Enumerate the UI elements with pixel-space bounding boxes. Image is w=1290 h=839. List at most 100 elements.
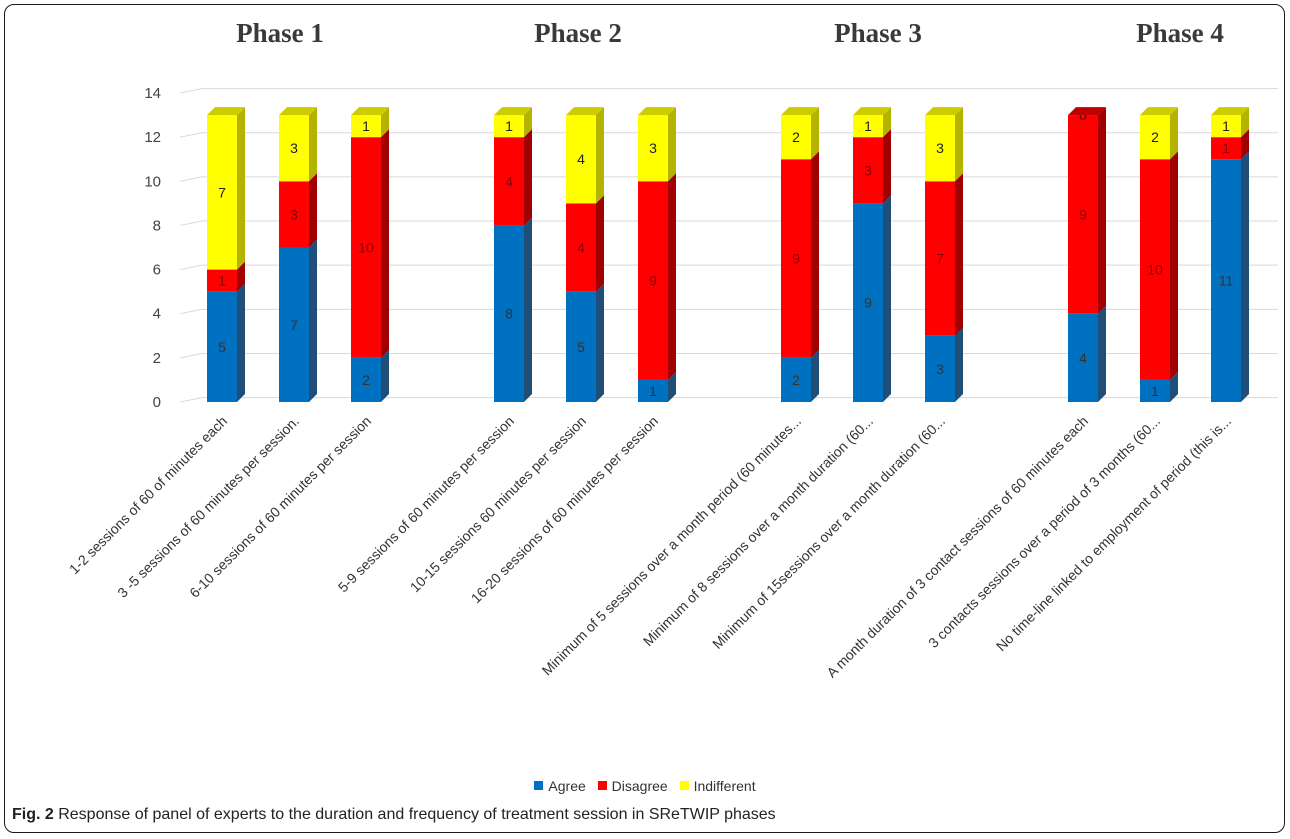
- bar-disagree-8: [853, 137, 883, 204]
- data-label-disagree-8: 3: [864, 162, 872, 178]
- y-tick-label-0: 0: [153, 394, 161, 411]
- bar-indifferent-7: [781, 115, 811, 160]
- bar-indifferent-6: [638, 115, 668, 182]
- gridline-diagonal-6: [179, 264, 203, 271]
- bar-side-disagree-5: [596, 195, 604, 292]
- bar-side-indifferent-11: [1170, 107, 1178, 160]
- bar-agree-4: [494, 225, 524, 402]
- bar-agree-8: [853, 203, 883, 402]
- bar-disagree-1: [207, 269, 237, 292]
- bar-side-agree-10: [1098, 305, 1106, 402]
- y-tick-label-2: 2: [153, 350, 161, 367]
- data-label-disagree-1: 1: [218, 273, 226, 289]
- data-label-agree-7: 2: [792, 372, 800, 388]
- bar-disagree-7: [781, 159, 811, 358]
- bar-agree-10: [1068, 313, 1098, 402]
- data-label-agree-2: 7: [290, 317, 298, 333]
- data-label-indifferent-3: 1: [362, 118, 370, 134]
- bar-side-agree-6: [668, 371, 676, 402]
- bar-disagree-2: [279, 181, 309, 248]
- x-tick-label-7: Minimum of 5 sessions over a month perio…: [539, 413, 805, 679]
- bar-side-agree-9: [955, 327, 963, 402]
- y-tick-label-4: 4: [153, 306, 161, 323]
- phase-title-3: Phase 3: [834, 18, 922, 48]
- y-tick-label-6: 6: [153, 262, 161, 279]
- y-tick-label-12: 12: [144, 129, 161, 146]
- bar-disagree-5: [566, 203, 596, 292]
- data-label-indifferent-12: 1: [1222, 118, 1230, 134]
- x-tick-label-1: 1-2 sessions of 60 of minutes each: [66, 413, 230, 577]
- gridline-diagonal-0: [179, 397, 203, 403]
- bar-indifferent-8: [853, 115, 883, 138]
- data-label-indifferent-7: 2: [792, 129, 800, 145]
- bar-indifferent-11: [1140, 115, 1170, 160]
- bar-top-8: [853, 107, 891, 116]
- legend-label-disagree: Disagree: [611, 777, 668, 794]
- bar-disagree-10: [1068, 115, 1098, 314]
- bar-agree-12: [1211, 159, 1241, 402]
- data-label-agree-1: 5: [218, 339, 226, 355]
- data-label-disagree-9: 7: [936, 251, 944, 267]
- data-label-indifferent-8: 1: [864, 118, 872, 134]
- bar-side-indifferent-3: [381, 107, 389, 138]
- bar-side-disagree-11: [1170, 151, 1178, 380]
- bar-agree-1: [207, 291, 237, 402]
- data-label-indifferent-2: 3: [290, 140, 298, 156]
- data-label-agree-12: 11: [1219, 273, 1234, 289]
- bar-indifferent-9: [925, 115, 955, 182]
- gridline-diagonal-10: [179, 176, 203, 182]
- data-label-agree-10: 4: [1079, 350, 1087, 366]
- data-label-agree-4: 8: [505, 306, 513, 322]
- bar-side-agree-4: [524, 217, 532, 402]
- data-label-disagree-12: 1: [1222, 140, 1230, 156]
- data-label-indifferent-6: 3: [649, 140, 657, 156]
- bar-side-agree-7: [811, 349, 819, 402]
- caption-text: Response of panel of experts to the dura…: [53, 806, 776, 823]
- gridline-diagonal-2: [179, 352, 203, 359]
- bar-top-9: [925, 107, 963, 116]
- bar-side-indifferent-9: [955, 107, 963, 182]
- bar-side-disagree-8: [883, 129, 891, 204]
- bar-side-indifferent-8: [883, 107, 891, 138]
- bar-agree-5: [566, 291, 596, 402]
- data-label-agree-8: 9: [864, 295, 872, 311]
- data-label-disagree-4: 4: [505, 173, 513, 189]
- x-tick-label-10: A month duration of 3 contact sessions o…: [823, 413, 1091, 681]
- bar-top-3: [351, 107, 389, 116]
- phase-title-2: Phase 2: [534, 18, 622, 48]
- bar-side-indifferent-5: [596, 107, 604, 204]
- bar-side-indifferent-12: [1241, 107, 1249, 138]
- gridline-diagonal-8: [179, 220, 203, 226]
- bar-side-agree-1: [237, 283, 245, 402]
- data-label-disagree-10: 9: [1079, 206, 1087, 222]
- bar-side-disagree-9: [955, 173, 963, 336]
- legend-label-agree: Agree: [548, 777, 586, 794]
- x-tick-label-12: No time-line linked to employment of per…: [993, 413, 1234, 654]
- bar-indifferent-5: [566, 115, 596, 204]
- bar-side-disagree-12: [1241, 129, 1249, 160]
- bar-disagree-6: [638, 181, 668, 380]
- bar-disagree-11: [1140, 159, 1170, 380]
- legend: Agree Disagree Indifferent: [0, 777, 1290, 794]
- bar-indifferent-3: [351, 115, 381, 138]
- legend-item-agree: Agree: [534, 777, 586, 794]
- gridline-diagonal-4: [179, 308, 203, 315]
- data-label-indifferent-1: 7: [218, 184, 226, 200]
- bar-side-disagree-3: [381, 129, 389, 358]
- bar-side-disagree-4: [524, 129, 532, 226]
- legend-label-indifferent: Indifferent: [693, 777, 756, 794]
- data-label-agree-9: 3: [936, 361, 944, 377]
- bar-agree-2: [279, 247, 309, 402]
- bar-side-disagree-1: [237, 261, 245, 292]
- bar-top-1: [207, 107, 245, 116]
- bar-top-11: [1140, 107, 1178, 116]
- legend-swatch-disagree: [597, 781, 607, 790]
- legend-swatch-agree: [534, 781, 544, 790]
- bar-disagree-4: [494, 137, 524, 226]
- data-label-indifferent-9: 3: [936, 140, 944, 156]
- bar-indifferent-4: [494, 115, 524, 138]
- bar-top-7: [781, 107, 819, 116]
- bar-disagree-3: [351, 137, 381, 358]
- data-label-indifferent-5: 4: [577, 151, 585, 167]
- bar-side-agree-8: [883, 195, 891, 402]
